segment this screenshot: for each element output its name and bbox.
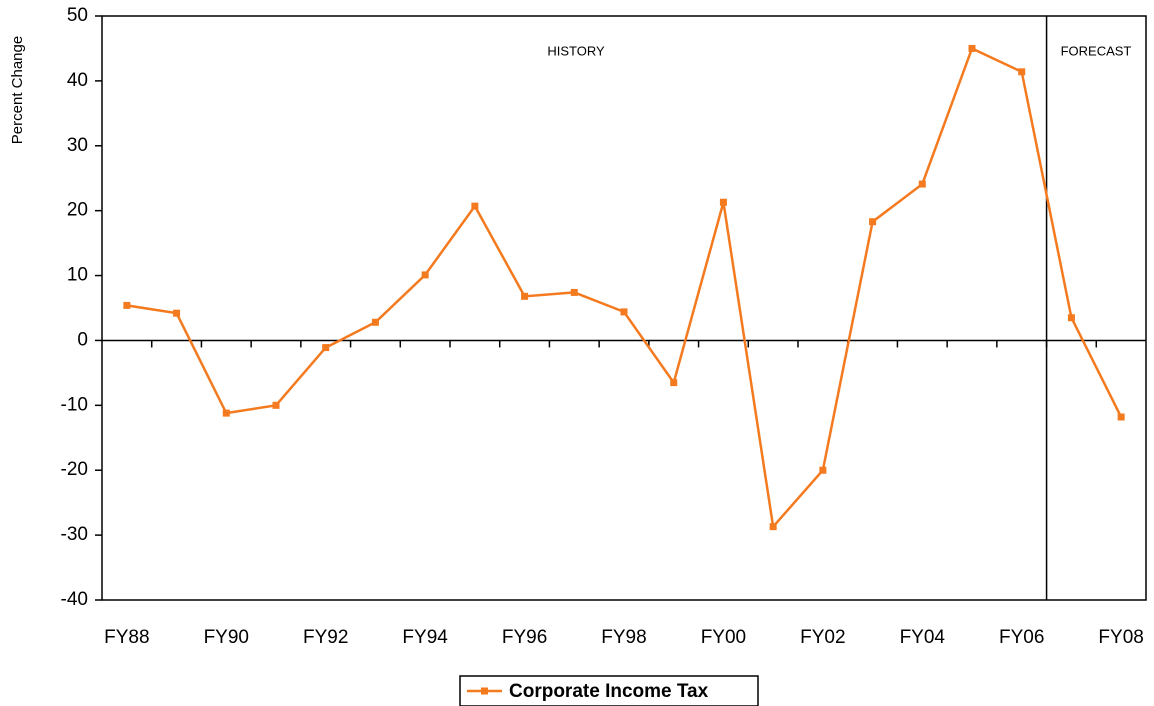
marker [222, 409, 230, 417]
y-tick-label: 40 [67, 70, 88, 91]
y-tick-label: -40 [61, 589, 88, 610]
marker [769, 523, 777, 531]
x-tick-label: FY98 [601, 627, 646, 648]
legend-box [459, 675, 759, 706]
legend-label: Corporate Income Tax [509, 681, 709, 702]
x-tick-label: FY00 [701, 627, 746, 648]
line [126, 46, 1123, 530]
x-tick-label: FY92 [303, 627, 348, 648]
annotation: FORECAST [1061, 43, 1132, 58]
legend-marker [481, 687, 488, 695]
marker [322, 344, 330, 352]
y-tick-label: -20 [61, 459, 88, 480]
marker [521, 292, 529, 300]
marker [570, 288, 578, 296]
marker [471, 202, 479, 210]
y-tick-label: 10 [67, 265, 88, 286]
marker [272, 401, 280, 409]
marker [1117, 413, 1125, 421]
x-tick-label: FY94 [402, 627, 448, 648]
marker [719, 198, 727, 206]
marker [123, 301, 131, 309]
x-tick-label: FY08 [1098, 627, 1143, 648]
y-tick-label: 0 [77, 329, 88, 350]
marker [819, 466, 827, 474]
y-tick-label: 20 [67, 200, 88, 221]
y-tick-label: -10 [61, 394, 88, 415]
y-tick-label: -30 [61, 524, 88, 545]
marker [869, 218, 877, 226]
marker [1067, 314, 1075, 322]
marker [968, 44, 976, 52]
marker [918, 180, 926, 188]
x-tick-label: FY88 [104, 627, 149, 648]
marker [620, 308, 628, 316]
marker [173, 309, 181, 317]
marker [371, 318, 379, 326]
marker [421, 271, 429, 279]
y-tick-label: 30 [67, 135, 88, 156]
y-tick-label: 50 [67, 5, 88, 26]
y-axis-label: Percent Change [9, 36, 26, 144]
x-tick-label: FY02 [800, 627, 845, 648]
plot-area [101, 15, 1147, 601]
marker [670, 379, 678, 387]
x-tick-label: FY90 [204, 627, 249, 648]
annotation: HISTORY [547, 43, 605, 58]
x-tick-label: FY96 [502, 627, 547, 648]
x-tick-label: FY04 [900, 627, 946, 648]
marker [1018, 68, 1026, 76]
x-tick-label: FY06 [999, 627, 1044, 648]
